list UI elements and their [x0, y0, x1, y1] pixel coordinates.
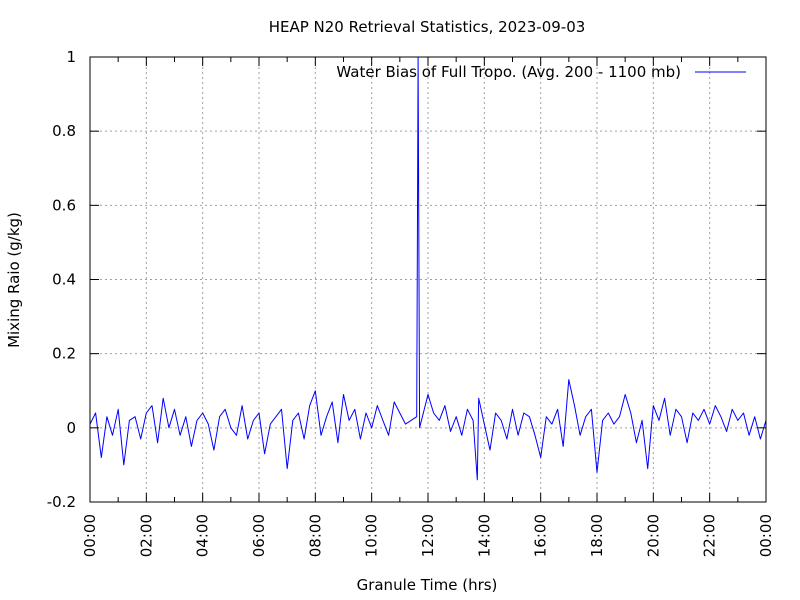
x-tick-labels: 00:00 02:00 04:00 06:00 08:00 10:00 12:00 14:00…	[81, 514, 775, 557]
y-tick-label: -0.2	[47, 493, 76, 511]
series-layer	[89, 56, 767, 481]
x-tick-label: 08:00	[306, 514, 324, 557]
legend-label: Water Bias of Full Tropo. (Avg. 200 - 11…	[336, 63, 681, 81]
x-axis-label: Granule Time (hrs)	[357, 576, 498, 594]
x-tick-label: 12:00	[419, 514, 437, 557]
y-tick-label: 0.6	[52, 196, 76, 214]
x-tick-label: 04:00	[194, 514, 212, 557]
y-tick-labels: -0.2 0 0.2 0.4 0.6 0.8 1	[47, 48, 76, 511]
y-tick-label: 0.2	[52, 345, 76, 363]
x-tick-label: 00:00	[81, 514, 99, 557]
x-tick-label: 06:00	[250, 514, 268, 557]
y-axis-label: Mixing Raio (g/kg)	[5, 212, 23, 348]
chart-title: HEAP N20 Retrieval Statistics, 2023-09-0…	[269, 18, 586, 36]
y-tick-label: 0.4	[52, 271, 76, 289]
y-tick-label: 0.8	[52, 122, 76, 140]
grid	[90, 57, 766, 502]
series-line	[89, 56, 767, 481]
legend: Water Bias of Full Tropo. (Avg. 200 - 11…	[336, 63, 746, 81]
x-tick-label: 16:00	[532, 514, 550, 557]
x-tick-label: 00:00	[757, 514, 775, 557]
plot-frame	[89, 56, 767, 503]
x-tick-label: 18:00	[588, 514, 606, 557]
y-tick-label: 0	[66, 419, 76, 437]
y-tick-label: 1	[66, 48, 76, 66]
x-tick-label: 20:00	[644, 514, 662, 557]
x-tick-label: 10:00	[363, 514, 381, 557]
x-tick-label: 22:00	[701, 514, 719, 557]
x-tick-label: 02:00	[137, 514, 155, 557]
x-tick-label: 14:00	[475, 514, 493, 557]
